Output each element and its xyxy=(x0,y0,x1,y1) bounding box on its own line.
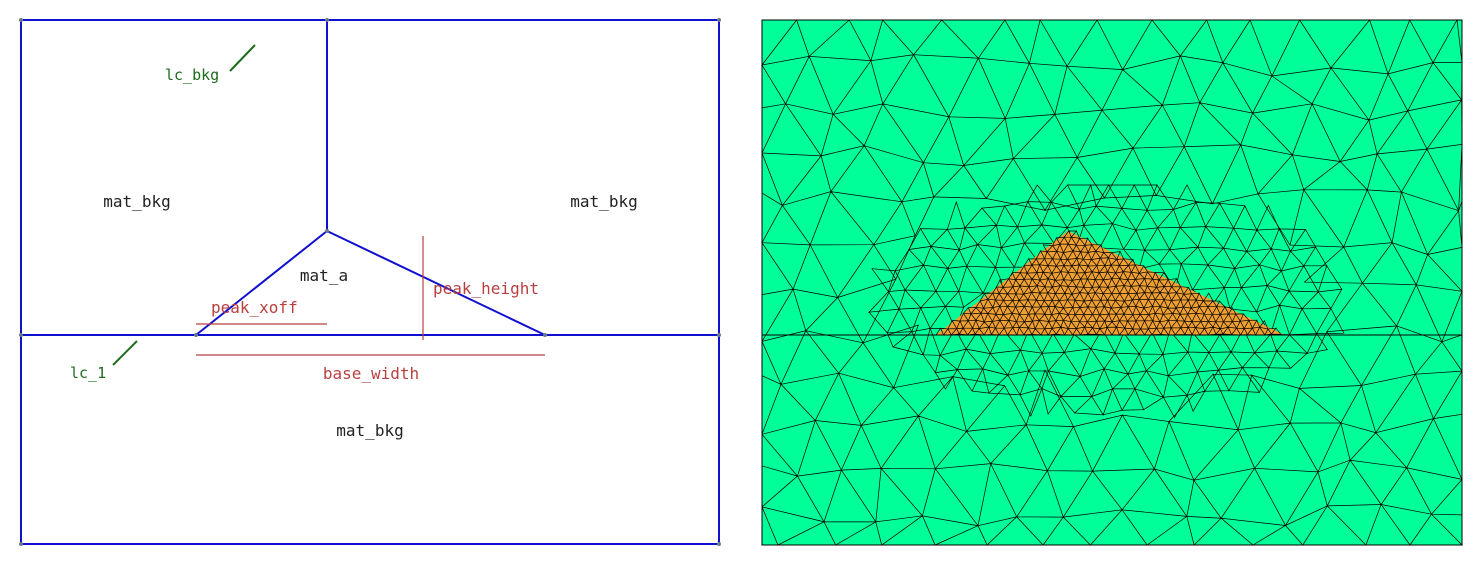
dimension-label-peak-xoff: peak_xoff xyxy=(211,298,298,317)
mesh-peak-region xyxy=(762,230,1462,336)
vertex-points xyxy=(19,18,721,546)
region-label-bottom: mat_bkg xyxy=(336,421,403,440)
peak-left-edge xyxy=(195,230,328,336)
mesh-panel xyxy=(761,18,1463,546)
region-label-peak: mat_a xyxy=(300,266,348,285)
geometry-panel: mat_bkg mat_bkg mat_bkg mat_a peak_xoff … xyxy=(19,18,721,546)
mesh-edges xyxy=(868,183,1345,419)
mesh-border xyxy=(761,19,1463,546)
mesh-size-label-lc-1: lc_1 xyxy=(70,364,106,382)
lc-bkg-leader xyxy=(229,44,256,72)
mesh-fine-elements xyxy=(868,183,1345,419)
domain-boundary xyxy=(20,19,720,545)
region-label-top-right: mat_bkg xyxy=(570,192,637,211)
dimension-label-base-width: base_width xyxy=(323,364,419,383)
peak-right-edge xyxy=(326,230,546,336)
region-label-top-left: mat_bkg xyxy=(103,192,170,211)
dimension-label-peak-height: peak_height xyxy=(433,279,539,298)
mesh-size-label-lc-bkg: lc_bkg xyxy=(165,66,219,84)
lc-1-leader xyxy=(112,340,138,366)
mesh-peak-fill xyxy=(936,231,1285,335)
